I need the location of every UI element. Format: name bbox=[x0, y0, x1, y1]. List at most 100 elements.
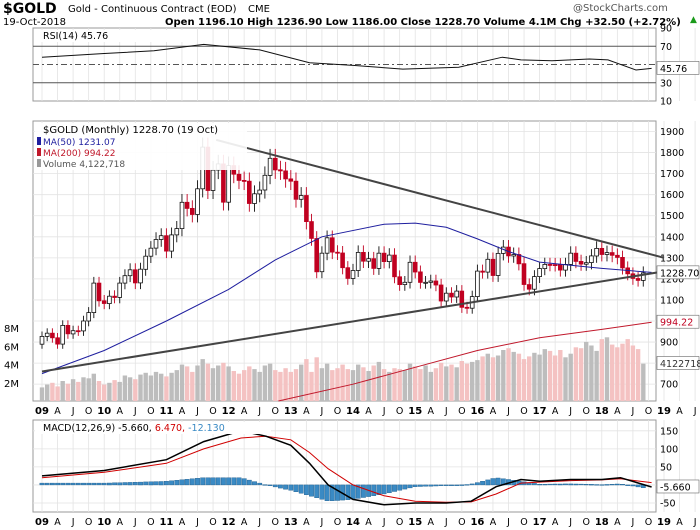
x-tick-label: O bbox=[458, 517, 465, 528]
macd-histogram-bar bbox=[293, 484, 299, 492]
volume-bar bbox=[335, 368, 340, 401]
x-tick-label: A bbox=[179, 517, 186, 528]
volume-bar bbox=[578, 348, 584, 401]
macd-histogram-bar bbox=[480, 481, 485, 486]
macd-histogram-bar bbox=[542, 484, 548, 486]
candle bbox=[309, 221, 314, 239]
macd-histogram-bar bbox=[407, 484, 413, 489]
volume-bar bbox=[70, 379, 76, 401]
volume-bar bbox=[273, 370, 278, 401]
volume-bar bbox=[371, 365, 376, 401]
x-tick-label: O bbox=[209, 517, 216, 528]
x-tick-label: 09 bbox=[35, 406, 49, 417]
macd-histogram-bar bbox=[65, 482, 71, 486]
x-tick-label: O bbox=[85, 517, 92, 528]
macd-histogram-bar bbox=[573, 483, 579, 486]
volume-bar bbox=[324, 363, 330, 401]
candle bbox=[558, 264, 563, 271]
volume-bar bbox=[387, 371, 392, 401]
rsi-tick-label: 70 bbox=[660, 42, 672, 53]
macd-histogram-bar bbox=[459, 484, 465, 486]
macd-histogram-bar bbox=[174, 480, 180, 486]
macd-histogram-bar bbox=[583, 484, 589, 486]
candle bbox=[304, 195, 309, 223]
candle bbox=[443, 292, 449, 302]
candle bbox=[464, 306, 470, 309]
x-tick-label: A bbox=[552, 406, 559, 417]
volume-bar bbox=[615, 347, 620, 401]
macd-histogram-bar bbox=[81, 482, 86, 486]
macd-histogram-bar bbox=[236, 477, 242, 486]
candle bbox=[454, 290, 459, 298]
x-tick-label: J bbox=[195, 406, 199, 417]
macd-histogram-bar bbox=[75, 482, 81, 486]
volume-bar bbox=[314, 357, 319, 401]
x-tick-label: J bbox=[506, 406, 510, 417]
symbol-title: $GOLD bbox=[3, 1, 57, 17]
macd-tick-label: -50 bbox=[660, 498, 676, 509]
macd-histogram-bar bbox=[397, 484, 403, 491]
macd-histogram-bar bbox=[112, 482, 118, 486]
volume-current-value: 4122718 bbox=[660, 359, 700, 370]
volume-bar bbox=[117, 381, 122, 401]
macd-histogram-bar bbox=[620, 484, 625, 486]
x-tick-label: 16 bbox=[470, 406, 484, 417]
candle bbox=[210, 169, 216, 191]
candle bbox=[107, 295, 112, 305]
x-tick-label: J bbox=[630, 406, 634, 417]
volume-bar bbox=[568, 353, 573, 401]
candle bbox=[76, 330, 81, 333]
candle bbox=[537, 268, 542, 278]
volume-bar bbox=[205, 363, 211, 401]
candle bbox=[495, 252, 501, 276]
volume-bar bbox=[397, 369, 402, 401]
x-tick-label: O bbox=[272, 406, 279, 417]
volume-bar bbox=[190, 371, 195, 401]
volume-bar bbox=[350, 370, 356, 401]
candle bbox=[39, 335, 45, 345]
candle bbox=[480, 270, 485, 273]
volume-bar bbox=[309, 371, 314, 401]
upper-trendline bbox=[215, 138, 665, 259]
exchange-label: CME bbox=[248, 4, 270, 15]
volume-bar bbox=[210, 368, 216, 401]
x-tick-label: A bbox=[54, 517, 61, 528]
macd-histogram-bar bbox=[127, 482, 133, 486]
macd-legend-part: -5.660, bbox=[115, 423, 152, 434]
x-tick-label: O bbox=[147, 406, 154, 417]
candle bbox=[438, 284, 444, 302]
volume-bar bbox=[444, 366, 449, 401]
x-tick-label: A bbox=[614, 517, 621, 528]
candle bbox=[195, 188, 200, 215]
x-tick-label: J bbox=[382, 406, 386, 417]
macd-histogram-bar bbox=[423, 484, 428, 487]
macd-histogram-bar bbox=[485, 479, 491, 486]
candle bbox=[324, 237, 330, 254]
x-tick-label: J bbox=[133, 517, 137, 528]
macd-histogram-bar bbox=[257, 482, 263, 486]
volume-bar bbox=[552, 355, 558, 401]
volume-bar bbox=[195, 365, 200, 401]
candle bbox=[366, 258, 371, 262]
volume-bar bbox=[402, 370, 407, 401]
x-tick-label: 12 bbox=[222, 406, 236, 417]
volume-tick-label: 8M bbox=[4, 324, 19, 335]
x-tick-label: O bbox=[458, 406, 465, 417]
volume-bar bbox=[200, 359, 205, 401]
candle bbox=[490, 258, 496, 276]
candle bbox=[433, 280, 439, 286]
macd-signal-line bbox=[41, 435, 652, 503]
candle bbox=[127, 269, 133, 277]
candle bbox=[174, 228, 180, 236]
volume-bar bbox=[283, 368, 288, 401]
ma200-current-badge bbox=[656, 314, 700, 329]
volume-bar bbox=[39, 387, 45, 401]
x-tick-label: 19 bbox=[657, 406, 671, 417]
candle bbox=[418, 271, 423, 283]
volume-bar bbox=[91, 373, 96, 401]
macd-histogram-bar bbox=[392, 484, 397, 492]
x-tick-label: J bbox=[444, 517, 448, 528]
x-tick-label: O bbox=[583, 517, 590, 528]
candle bbox=[350, 270, 356, 279]
